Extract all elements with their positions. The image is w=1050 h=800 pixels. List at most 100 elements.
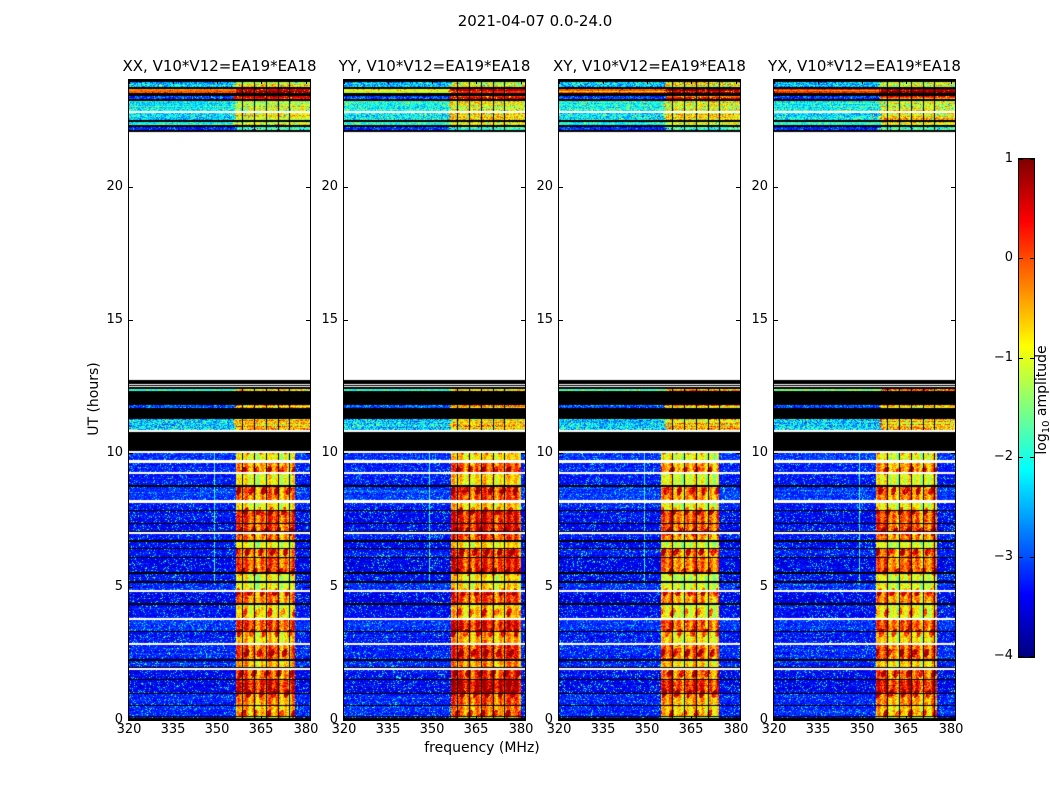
x-tick-label: 380	[938, 722, 964, 737]
y-tick-mark	[774, 320, 778, 321]
x-tick-mark	[306, 80, 307, 84]
x-tick-mark	[129, 716, 130, 720]
y-tick-mark	[344, 187, 348, 188]
x-tick-label: 350	[419, 722, 445, 737]
colorbar-tick-label: 0	[1004, 250, 1013, 265]
x-tick-mark	[647, 716, 648, 720]
y-tick-mark	[559, 587, 563, 588]
y-tick-label: 5	[114, 579, 123, 594]
colorbar-tick-mark	[1019, 557, 1023, 558]
x-tick-mark	[691, 80, 692, 84]
x-tick-label: 320	[331, 722, 357, 737]
colorbar	[1018, 158, 1035, 658]
x-tick-mark	[344, 80, 345, 84]
x-tick-label: 350	[204, 722, 230, 737]
panel-xy	[558, 79, 741, 721]
colorbar-tick-label: 1	[1004, 151, 1013, 166]
y-tick-mark	[129, 587, 133, 588]
x-tick-label: 365	[463, 722, 489, 737]
panel-yy	[343, 79, 526, 721]
colorbar-tick-mark	[1019, 457, 1023, 458]
y-tick-mark	[736, 719, 740, 720]
y-tick-label: 5	[544, 579, 553, 594]
colorbar-tick-label: −1	[993, 350, 1013, 365]
colorbar-gradient-canvas	[1019, 159, 1034, 657]
y-tick-mark	[344, 453, 348, 454]
x-tick-label: 350	[849, 722, 875, 737]
y-tick-mark	[306, 320, 310, 321]
y-tick-mark	[951, 320, 955, 321]
y-tick-mark	[736, 453, 740, 454]
y-tick-label: 15	[321, 312, 338, 327]
y-tick-mark	[774, 587, 778, 588]
colorbar-tick-label: −3	[993, 549, 1013, 564]
colorbar-tick-mark	[1019, 258, 1023, 259]
y-tick-mark	[774, 453, 778, 454]
y-tick-mark	[344, 320, 348, 321]
y-tick-mark	[521, 453, 525, 454]
y-tick-label: 20	[106, 179, 123, 194]
colorbar-tick-mark	[1030, 656, 1034, 657]
y-tick-label: 0	[329, 712, 338, 727]
spectrogram-canvas-yy	[344, 80, 525, 720]
y-tick-label: 20	[321, 179, 338, 194]
spectrogram-canvas-yx	[774, 80, 955, 720]
y-axis-label: UT (hours)	[86, 362, 102, 436]
y-tick-label: 0	[759, 712, 768, 727]
y-tick-mark	[951, 453, 955, 454]
colorbar-tick-mark	[1030, 358, 1034, 359]
panel-title-yx: YX, V10*V12=EA19*EA18	[768, 57, 961, 75]
panel-xx	[128, 79, 311, 721]
x-tick-mark	[774, 80, 775, 84]
colorbar-tick-mark	[1019, 159, 1023, 160]
colorbar-label: log10 amplitude	[1034, 345, 1050, 454]
x-tick-mark	[129, 80, 130, 84]
x-tick-mark	[862, 716, 863, 720]
y-tick-mark	[521, 719, 525, 720]
y-tick-mark	[306, 719, 310, 720]
y-tick-mark	[521, 587, 525, 588]
x-tick-mark	[388, 80, 389, 84]
x-tick-mark	[559, 716, 560, 720]
panel-yx	[773, 79, 956, 721]
y-tick-label: 15	[751, 312, 768, 327]
x-tick-mark	[818, 716, 819, 720]
x-tick-label: 380	[723, 722, 749, 737]
y-tick-label: 5	[759, 579, 768, 594]
x-tick-mark	[906, 80, 907, 84]
colorbar-tick-mark	[1030, 258, 1034, 259]
x-tick-label: 365	[893, 722, 919, 737]
y-tick-mark	[951, 187, 955, 188]
colorbar-label-post: amplitude	[1034, 345, 1050, 421]
x-tick-mark	[217, 80, 218, 84]
y-tick-mark	[306, 587, 310, 588]
panel-title-yy: YY, V10*V12=EA19*EA18	[338, 57, 531, 75]
colorbar-tick-label: −4	[993, 648, 1013, 663]
y-tick-mark	[306, 453, 310, 454]
x-tick-mark	[774, 716, 775, 720]
y-tick-mark	[559, 187, 563, 188]
x-tick-mark	[906, 716, 907, 720]
y-tick-mark	[736, 320, 740, 321]
y-tick-label: 20	[536, 179, 553, 194]
x-tick-mark	[951, 716, 952, 720]
x-tick-label: 365	[248, 722, 274, 737]
y-tick-mark	[559, 320, 563, 321]
y-tick-mark	[774, 719, 778, 720]
colorbar-tick-mark	[1019, 656, 1023, 657]
y-tick-mark	[129, 719, 133, 720]
x-tick-mark	[388, 716, 389, 720]
x-tick-mark	[344, 716, 345, 720]
x-tick-label: 320	[546, 722, 572, 737]
y-tick-mark	[521, 320, 525, 321]
y-tick-mark	[129, 320, 133, 321]
x-tick-mark	[736, 80, 737, 84]
x-tick-mark	[647, 80, 648, 84]
y-tick-mark	[344, 587, 348, 588]
x-tick-label: 365	[678, 722, 704, 737]
x-tick-label: 380	[508, 722, 534, 737]
colorbar-tick-mark	[1030, 457, 1034, 458]
y-tick-mark	[559, 719, 563, 720]
y-tick-mark	[306, 187, 310, 188]
y-tick-label: 0	[544, 712, 553, 727]
